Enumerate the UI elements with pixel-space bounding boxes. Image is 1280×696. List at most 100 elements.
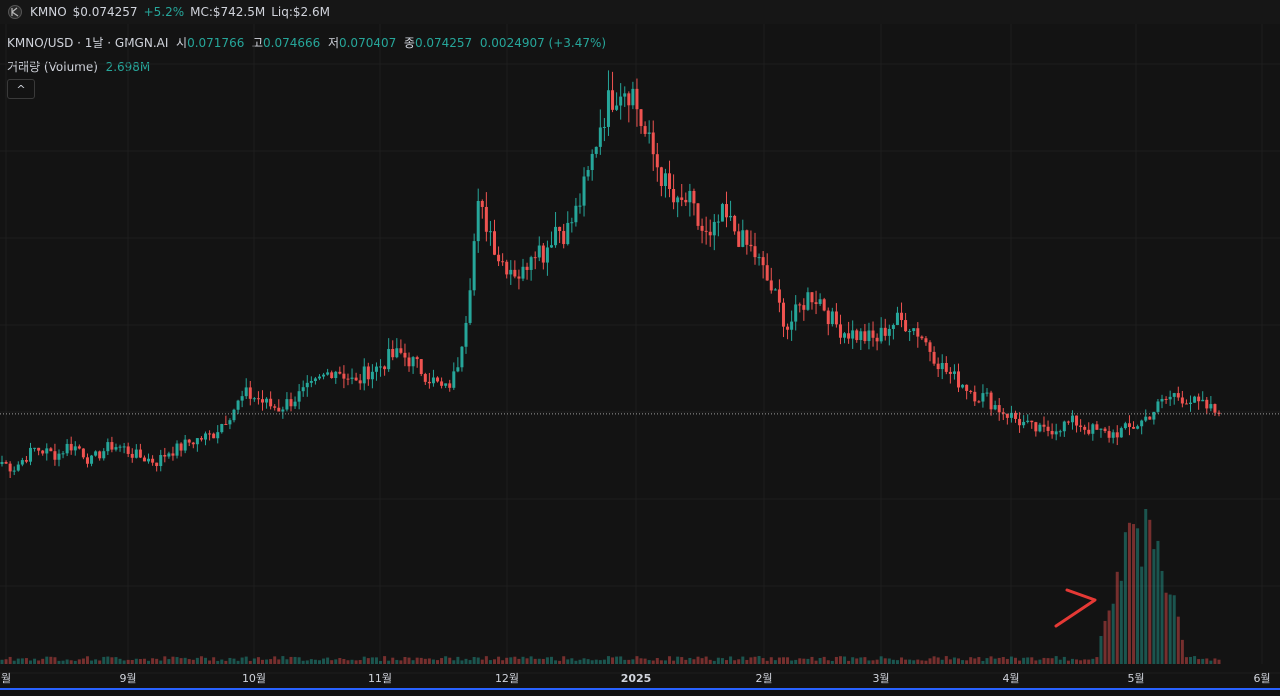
candle-body bbox=[1160, 398, 1164, 402]
candle-body bbox=[199, 438, 203, 440]
volume-bar bbox=[281, 656, 285, 664]
candle-body bbox=[615, 105, 619, 110]
volume-bar bbox=[745, 659, 749, 664]
volume-bar bbox=[505, 657, 509, 664]
volume-bar bbox=[578, 659, 582, 664]
volume-bar bbox=[297, 657, 301, 664]
candle-body bbox=[1005, 413, 1009, 418]
volume-bar bbox=[260, 659, 264, 664]
volume-bar bbox=[285, 659, 289, 664]
volume-bar bbox=[586, 659, 590, 664]
candle-body bbox=[142, 457, 146, 462]
volume-bar bbox=[370, 657, 374, 664]
candle-body bbox=[562, 231, 566, 245]
volume-bar bbox=[916, 659, 920, 664]
candle-body bbox=[952, 371, 956, 374]
volume-bar bbox=[716, 657, 720, 664]
volume-bar bbox=[562, 656, 566, 664]
candle-body bbox=[643, 126, 647, 134]
candle-body bbox=[248, 387, 252, 399]
candle-body bbox=[81, 448, 85, 458]
candle-body bbox=[212, 433, 216, 439]
volume-bar bbox=[855, 658, 859, 664]
candle-body bbox=[1201, 399, 1205, 402]
candle-body bbox=[395, 348, 399, 358]
volume-bar bbox=[891, 659, 895, 664]
volume-bar bbox=[773, 660, 777, 664]
candle-body bbox=[407, 357, 411, 367]
candle-body bbox=[1009, 412, 1013, 418]
candle-body bbox=[1180, 397, 1184, 404]
candle-body bbox=[130, 453, 134, 458]
volume-bar bbox=[338, 657, 342, 664]
volume-bar bbox=[301, 660, 305, 664]
volume-bar bbox=[488, 660, 492, 664]
candle-body bbox=[627, 93, 631, 106]
candlestick-chart[interactable]: 월 9월 10월 11월 12월 2025 2월 3월 4월 5월 6월 bbox=[0, 24, 1280, 688]
volume-bar bbox=[497, 656, 501, 664]
candle-body bbox=[427, 381, 431, 384]
volume-bar bbox=[20, 658, 24, 664]
candle-body bbox=[1189, 402, 1193, 404]
candle-body bbox=[53, 451, 57, 460]
volume-bar bbox=[199, 656, 203, 664]
volume-bar bbox=[411, 660, 415, 664]
volume-bar bbox=[322, 658, 326, 664]
candle-body bbox=[619, 96, 623, 106]
candle-body bbox=[1062, 421, 1066, 432]
volume-bar bbox=[814, 660, 818, 664]
candle-body bbox=[419, 359, 423, 375]
volume-bar bbox=[1209, 660, 1213, 664]
candle-body bbox=[289, 399, 293, 407]
volume-bar bbox=[1111, 603, 1115, 664]
candle-body bbox=[985, 392, 989, 394]
candle-body bbox=[387, 348, 391, 370]
collapse-legend-button[interactable]: ^ bbox=[7, 79, 35, 99]
volume-bar bbox=[1201, 658, 1205, 664]
volume-bar bbox=[859, 657, 863, 664]
volume-bar bbox=[912, 660, 916, 664]
volume-bar bbox=[191, 659, 195, 664]
candle-body bbox=[957, 371, 961, 388]
candle-body bbox=[891, 325, 895, 329]
volume-bar bbox=[468, 660, 472, 664]
candle-body bbox=[208, 433, 212, 435]
candle-body bbox=[159, 455, 163, 467]
volume-bar bbox=[37, 660, 41, 664]
candle-body bbox=[545, 247, 549, 263]
volume-bar bbox=[948, 659, 952, 664]
candle-body bbox=[256, 398, 260, 400]
x-tick-label: 11월 bbox=[368, 672, 392, 685]
volume-bar bbox=[81, 658, 85, 664]
candle-body bbox=[525, 266, 529, 270]
candle-body bbox=[1087, 429, 1091, 434]
volume-bar bbox=[1176, 616, 1180, 664]
volume-bar bbox=[102, 656, 106, 664]
volume-bar bbox=[423, 658, 427, 664]
candle-body bbox=[822, 299, 826, 311]
candle-body bbox=[330, 372, 334, 379]
candle-body bbox=[798, 304, 802, 306]
candle-body bbox=[191, 442, 195, 445]
volume-bar bbox=[574, 660, 578, 664]
candle-body bbox=[940, 362, 944, 370]
candle-body bbox=[1209, 404, 1213, 409]
timeline-bar bbox=[0, 688, 1280, 690]
volume-bar bbox=[8, 656, 12, 664]
candle-body bbox=[122, 446, 126, 448]
gmgn-logo-icon bbox=[8, 5, 22, 19]
candle-body bbox=[973, 391, 977, 402]
candle-body bbox=[908, 331, 912, 333]
candle-body bbox=[1193, 396, 1197, 403]
candle-body bbox=[924, 338, 928, 343]
volume-bar bbox=[1136, 528, 1140, 664]
candle-body bbox=[997, 405, 1001, 413]
volume-bar bbox=[1022, 657, 1026, 664]
volume-bar bbox=[142, 658, 146, 664]
volume-bar bbox=[1160, 570, 1164, 664]
candle-body bbox=[273, 406, 277, 408]
volume-bar bbox=[895, 660, 899, 664]
volume-bar bbox=[879, 656, 883, 664]
candle-body bbox=[777, 289, 781, 303]
volume-bar bbox=[118, 658, 122, 664]
